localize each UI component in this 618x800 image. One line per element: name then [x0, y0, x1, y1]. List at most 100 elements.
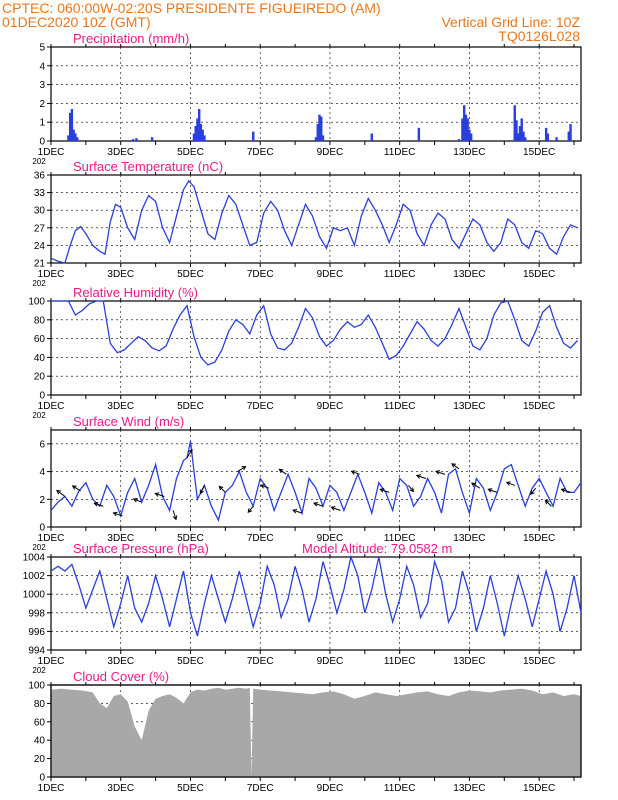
- y-tick-label: 1: [39, 118, 45, 129]
- wind-arrow-shaft: [506, 481, 515, 486]
- x-tick-label: 3DEC: [107, 783, 134, 794]
- y-tick-label: 0: [39, 137, 45, 148]
- wind-arrow-shaft: [545, 499, 552, 507]
- plot-frame: [50, 556, 582, 651]
- x-year-fragment: 202: [32, 279, 46, 288]
- wind-arrow-shaft: [561, 488, 571, 493]
- wind-arrow-head: [259, 484, 265, 489]
- precip-bar: [318, 114, 321, 141]
- x-tick-label: 1DEC: [38, 783, 65, 794]
- wind-arrow: [470, 482, 481, 489]
- y-tick-label: 20: [34, 372, 46, 383]
- x-tick-label: 5DEC: [177, 147, 204, 158]
- wind-arrow-shaft: [488, 488, 498, 493]
- precip-bar: [370, 133, 373, 141]
- wind-arrow-head: [530, 490, 535, 496]
- wind-arrow: [312, 502, 324, 507]
- wind-arrow: [154, 492, 165, 497]
- panel-2: 0 20 40 60 80 100 1DEC 3DEC 5DEC 7DEC 9DEC 11DEC 13D…: [28, 285, 582, 420]
- x-tick-label: 15DEC: [523, 269, 555, 280]
- x-tick-label: 9DEC: [317, 783, 344, 794]
- y-tick-label: 36: [34, 171, 46, 182]
- panel-0: 0 1 2 3 4 5 1DEC 3DEC 5DEC 7DEC 9DEC 11DEC 13DEC 15DE…: [32, 31, 582, 166]
- plot-frame: [50, 46, 582, 142]
- wind-arrow-head: [218, 485, 224, 491]
- precip-bar: [457, 139, 461, 141]
- wind-arrow-shaft: [260, 484, 270, 489]
- precip-bar: [72, 129, 75, 141]
- header-station: CPTEC: 060:00W-02:20S PRESIDENTE FIGUEIR…: [2, 0, 381, 16]
- wind-arrow: [350, 470, 360, 475]
- x-tick-label: 9DEC: [317, 269, 344, 280]
- wind-arrow-head: [199, 489, 204, 495]
- x-tick-label: 1DEC: [38, 147, 65, 158]
- x-tick-label: 11DEC: [384, 656, 416, 667]
- y-tick-label: 1000: [23, 590, 46, 601]
- y-tick-label: 6: [39, 439, 45, 450]
- y-tick-label: 2: [39, 99, 45, 110]
- y-tick-label: 100: [28, 297, 45, 308]
- wind-arrow-head: [93, 502, 99, 507]
- precip-bar: [131, 139, 135, 141]
- precip-bar: [194, 125, 197, 141]
- precip-bar: [466, 118, 469, 141]
- x-tick-label: 3DEC: [107, 656, 134, 667]
- y-tick-label: 60: [34, 717, 46, 728]
- panel-5: 0 20 40 60 80 100 1DEC 3DEC 5DEC 7DEC 9DEC 11DEC 13D…: [28, 669, 582, 794]
- wind-arrow-shaft: [113, 512, 123, 517]
- x-tick-label: 7DEC: [247, 656, 274, 667]
- wind-arrow: [93, 502, 104, 507]
- wind-arrow: [199, 485, 205, 495]
- precip-bar: [569, 124, 572, 141]
- y-tick-label: 1002: [23, 571, 46, 582]
- wind-arrow-shaft: [471, 482, 481, 489]
- wind-arrow: [247, 505, 254, 514]
- x-tick-label: 11DEC: [384, 401, 416, 412]
- wind-arrow: [330, 506, 341, 511]
- x-tick-label: 9DEC: [317, 533, 344, 544]
- wind-arrow: [292, 508, 303, 514]
- wind-arrow-head: [350, 470, 356, 475]
- wind-arrow-head: [132, 497, 138, 503]
- precip-bar: [67, 135, 70, 141]
- x-tick-label: 15DEC: [523, 783, 555, 794]
- precip-bar: [468, 129, 471, 141]
- panel-title: Relative Humidity (%): [73, 285, 198, 300]
- wind-arrow-shaft: [530, 487, 537, 495]
- wind-arrow-head: [560, 488, 566, 493]
- y-tick-label: 40: [34, 353, 46, 364]
- wind-arrow: [408, 485, 415, 493]
- wind-arrow-shaft: [72, 485, 81, 492]
- x-tick-label: 5DEC: [177, 269, 204, 280]
- x-tick-label: 9DEC: [317, 656, 344, 667]
- x-tick-label: 7DEC: [247, 147, 274, 158]
- precip-bar: [461, 118, 464, 141]
- wind-arrow-shaft: [408, 485, 414, 492]
- y-tick-label: 60: [34, 334, 46, 345]
- x-year-fragment: 202: [32, 157, 46, 166]
- x-tick-label: 5DEC: [177, 656, 204, 667]
- series-line: [50, 554, 582, 637]
- precip-bar: [196, 118, 199, 141]
- wind-arrow: [435, 470, 446, 475]
- x-tick-label: 1DEC: [38, 533, 65, 544]
- precip-bar: [150, 137, 154, 141]
- x-tick-label: 5DEC: [177, 783, 204, 794]
- wind-arrow-shaft: [435, 470, 446, 475]
- plot-frame-top: [50, 684, 582, 778]
- cloud-area: [51, 687, 581, 777]
- wind-arrow-head: [505, 481, 511, 486]
- x-tick-label: 11DEC: [384, 783, 416, 794]
- panel-1: 21 24 27 30 33 36 1DEC 3DEC 5DEC 7DEC 9DEC 11DEC 13D…: [32, 159, 582, 288]
- wind-arrow-head: [292, 508, 298, 514]
- x-tick-label: 9DEC: [317, 147, 344, 158]
- wind-arrow: [172, 510, 178, 521]
- x-tick-label: 15DEC: [523, 147, 555, 158]
- precip-bar: [546, 133, 550, 141]
- precip-bar: [464, 114, 468, 141]
- wind-arrow-head: [379, 488, 385, 493]
- wind-arrow: [56, 489, 66, 497]
- wind-arrow-head: [330, 506, 336, 511]
- wind-arrow: [112, 511, 123, 517]
